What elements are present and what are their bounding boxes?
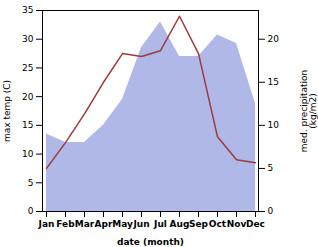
svg-text:10: 10 bbox=[22, 149, 34, 159]
svg-text:Dec: Dec bbox=[246, 219, 265, 229]
svg-text:10: 10 bbox=[268, 120, 280, 130]
svg-text:date (month): date (month) bbox=[117, 237, 184, 247]
svg-text:30: 30 bbox=[22, 34, 34, 44]
svg-text:Jan: Jan bbox=[38, 219, 55, 229]
svg-text:20: 20 bbox=[22, 92, 34, 102]
svg-text:0: 0 bbox=[268, 206, 274, 216]
svg-text:Oct: Oct bbox=[209, 219, 227, 229]
svg-text:Jun: Jun bbox=[132, 219, 149, 229]
svg-text:5: 5 bbox=[268, 163, 274, 173]
svg-text:Nov: Nov bbox=[227, 219, 247, 229]
svg-text:Jul: Jul bbox=[153, 219, 167, 229]
svg-text:Feb: Feb bbox=[56, 219, 75, 229]
svg-text:20: 20 bbox=[268, 34, 280, 44]
svg-text:25: 25 bbox=[22, 63, 33, 73]
svg-text:Mar: Mar bbox=[75, 219, 95, 229]
svg-text:35: 35 bbox=[22, 5, 33, 15]
svg-text:5: 5 bbox=[28, 178, 34, 188]
svg-text:med. precipitation(kg/m2): med. precipitation(kg/m2) bbox=[299, 70, 318, 152]
svg-text:15: 15 bbox=[22, 120, 33, 130]
svg-text:Apr: Apr bbox=[95, 219, 113, 229]
svg-text:Sep: Sep bbox=[189, 219, 209, 229]
svg-text:Aug: Aug bbox=[170, 219, 190, 229]
svg-text:15: 15 bbox=[268, 77, 279, 87]
svg-text:0: 0 bbox=[28, 206, 34, 216]
svg-text:May: May bbox=[112, 219, 133, 229]
svg-text:max temp (C): max temp (C) bbox=[2, 80, 12, 142]
